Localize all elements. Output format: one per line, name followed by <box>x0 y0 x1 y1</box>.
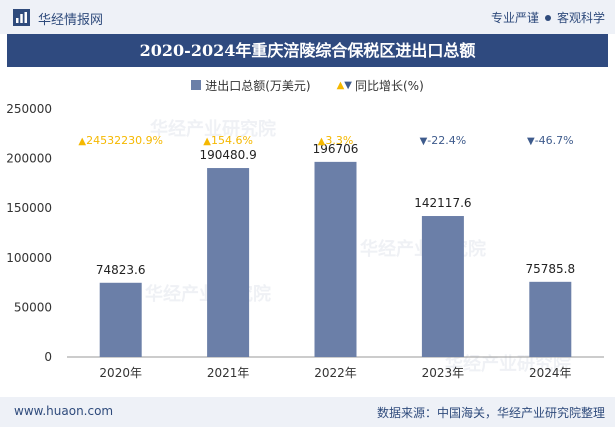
value-labels: 74823.6▲24532230.9%190480.9▲154.6%196706… <box>78 134 575 277</box>
slogan-left: 专业严谨 <box>490 11 539 25</box>
footer: www.huaon.com 数据来源：中国海关，华经产业研究院整理 <box>0 397 615 427</box>
up-triangle-icon: ▲ <box>78 136 86 147</box>
bar-value-label: 196706 <box>313 142 359 156</box>
legend-growth-label: 同比增长(%) <box>355 78 424 93</box>
slogan: 专业严谨 客观科学 <box>491 9 605 26</box>
growth-label: ▲3.3% <box>318 134 354 147</box>
x-tick-label: 2020年 <box>99 366 142 380</box>
footer-source: 数据来源：中国海关，华经产业研究院整理 <box>376 406 605 420</box>
bar-value-label: 74823.6 <box>96 263 146 277</box>
growth-label: ▲154.6% <box>203 134 253 147</box>
bar-value-label: 75785.8 <box>525 262 575 276</box>
y-tick-label: 0 <box>44 350 52 364</box>
growth-label: ▼-22.4% <box>420 134 467 147</box>
bar <box>314 161 357 357</box>
x-tick-label: 2021年 <box>207 366 250 380</box>
bar <box>421 216 464 357</box>
brand-name: 华经情报网 <box>38 13 104 28</box>
growth-label: ▼-46.7% <box>527 134 574 147</box>
x-tick-label: 2023年 <box>422 366 465 380</box>
growth-value: -46.7% <box>535 134 574 147</box>
up-triangle-icon: ▲ <box>203 136 211 147</box>
footer-url: www.huaon.com <box>14 404 114 418</box>
bar <box>99 282 142 357</box>
x-tick-label: 2022年 <box>314 366 357 380</box>
bar <box>207 168 250 357</box>
y-tick-label: 250000 <box>6 102 52 116</box>
up-triangle-icon: ▲ <box>318 136 326 147</box>
y-tick-label: 100000 <box>6 251 52 265</box>
growth-value: 24532230.9% <box>86 134 163 147</box>
bar-value-label: 142117.6 <box>414 196 471 210</box>
y-tick-label: 200000 <box>6 152 52 166</box>
bars <box>99 161 572 357</box>
down-triangle-icon: ▼ <box>420 136 428 147</box>
growth-value: 3.3% <box>325 134 353 147</box>
bar <box>529 281 572 357</box>
top-bar: 华经情报网 专业严谨 客观科学 <box>0 0 615 34</box>
x-tick-label: 2024年 <box>529 366 572 380</box>
legend-bar-label: 进出口总额(万美元) <box>205 78 311 93</box>
watermark-text: 华经产业研究院 <box>150 118 276 140</box>
chart-title: 2020-2024年重庆涪陵综合保税区进出口总额 <box>139 41 476 60</box>
legend: 进出口总额(万美元) ▲ ▼ 同比增长(%) <box>0 76 615 94</box>
title-band: 2020-2024年重庆涪陵综合保税区进出口总额 <box>7 34 608 67</box>
bar-value-label: 190480.9 <box>199 148 256 162</box>
y-tick-label: 150000 <box>6 201 52 215</box>
slogan-dot <box>544 14 551 21</box>
legend-up-triangle-icon: ▲ <box>336 79 345 91</box>
y-tick-label: 50000 <box>14 300 52 314</box>
slogan-right: 客观科学 <box>556 11 605 25</box>
legend-bar-swatch <box>191 80 202 90</box>
chart-axes: 0 50000 100000 150000 200000 250000 2020年 2021年… <box>6 102 604 380</box>
watermark-text: 华经产业研究院 <box>445 353 571 375</box>
growth-label: ▲24532230.9% <box>78 134 163 147</box>
logo-icon <box>13 9 30 26</box>
growth-value: -22.4% <box>427 134 466 147</box>
legend-down-triangle-icon: ▼ <box>344 79 352 91</box>
growth-value: 154.6% <box>211 134 253 147</box>
down-triangle-icon: ▼ <box>527 136 535 147</box>
